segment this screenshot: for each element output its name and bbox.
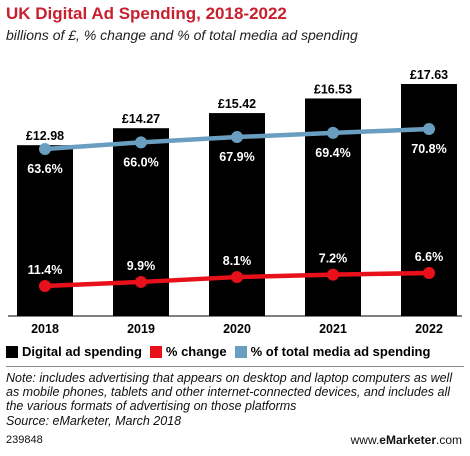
chart-plot: £12.98 2018 £14.27 2019 £15.42 2020 £16.53 2021… (8, 68, 462, 336)
chart-id: 239848 (6, 434, 43, 446)
bar-value-label: £16.53 (314, 82, 352, 96)
change-value-label: 9.9% (127, 259, 156, 273)
bar-value-label: £14.27 (122, 112, 160, 126)
change-point (327, 268, 339, 281)
bar-2022 (401, 84, 457, 316)
change-value-label: 8.1% (223, 254, 252, 268)
change-point (231, 271, 243, 284)
change-point (135, 275, 147, 288)
x-tick-label: 2021 (319, 322, 347, 336)
change-point (423, 267, 435, 279)
change-point (39, 280, 51, 292)
x-tick-label: 2022 (415, 322, 443, 336)
share-point (231, 131, 243, 144)
x-tick-label: 2019 (127, 322, 155, 336)
share-value-label: 70.8% (411, 142, 446, 156)
share-point (423, 123, 435, 135)
share-value-label: 63.6% (27, 162, 62, 176)
change-value-label: 7.2% (319, 252, 348, 266)
footer-url: www.eMarketer.com (351, 433, 462, 447)
bar-value-label: £15.42 (218, 97, 256, 111)
share-value-label: 66.0% (123, 155, 158, 169)
url-suffix: .com (435, 433, 462, 447)
share-value-label: 69.4% (315, 146, 350, 160)
legend-swatch-digital (6, 345, 18, 358)
chart-title: UK Digital Ad Spending, 2018-2022 (6, 4, 287, 23)
footer-divider (6, 366, 464, 367)
brand-name: eMarketer (379, 433, 436, 447)
x-tick-label: 2018 (31, 322, 59, 336)
change-value-label: 6.6% (415, 250, 444, 264)
chart-subtitle: billions of £, % change and % of total m… (6, 27, 358, 43)
chart-source: Source: eMarketer, March 2018 (6, 414, 182, 428)
x-tick-label: 2020 (223, 322, 251, 336)
legend-swatch-change (149, 345, 162, 358)
chart-legend: Digital ad spending % change % of total … (6, 344, 438, 359)
legend-label-digital: Digital ad spending (22, 344, 142, 359)
bar-value-label: £12.98 (26, 129, 64, 143)
legend-label-change: % change (165, 344, 227, 359)
chart-note: Note: includes advertising that appears … (6, 371, 453, 413)
share-point (327, 126, 339, 139)
legend-label-share: % of total media ad spending (250, 344, 431, 359)
change-value-label: 11.4% (28, 263, 63, 277)
legend-swatch-share (234, 345, 247, 358)
share-value-label: 67.9% (219, 150, 254, 164)
bar-2020 (209, 113, 265, 316)
bar-value-label: £17.63 (410, 68, 448, 82)
share-point (135, 136, 147, 149)
url-prefix: www. (350, 433, 380, 447)
share-point (39, 143, 51, 155)
